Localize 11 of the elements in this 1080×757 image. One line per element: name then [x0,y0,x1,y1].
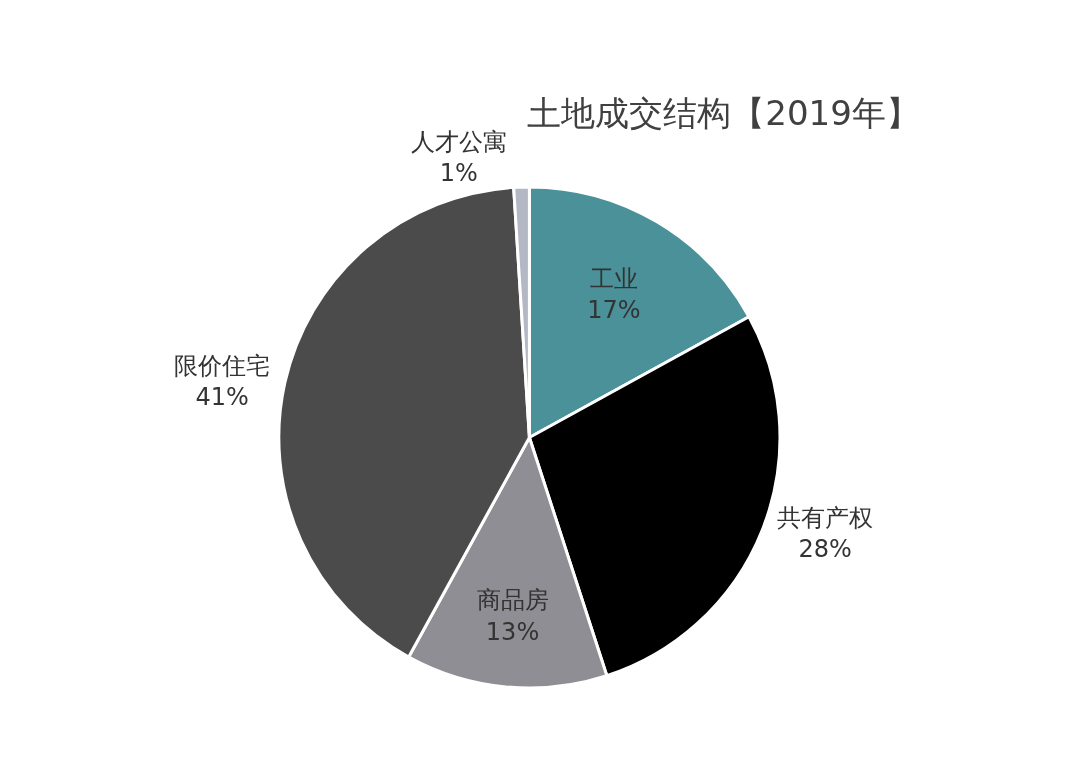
data-label: 13% [485,617,540,646]
chart-title: 土地成交结构【2019年】 [527,93,920,134]
data-label: 1% [439,159,478,188]
data-label: 41% [195,382,249,411]
data-label: 17% [587,296,641,325]
data-label: 28% [798,535,852,564]
slice-label: 工业 [589,264,638,293]
slice-label: 限价住宅 [174,351,271,380]
slice-label: 商品房 [476,586,549,615]
slice-label: 共有产权 [777,504,874,533]
slice-label: 人才公寓 [410,127,507,156]
